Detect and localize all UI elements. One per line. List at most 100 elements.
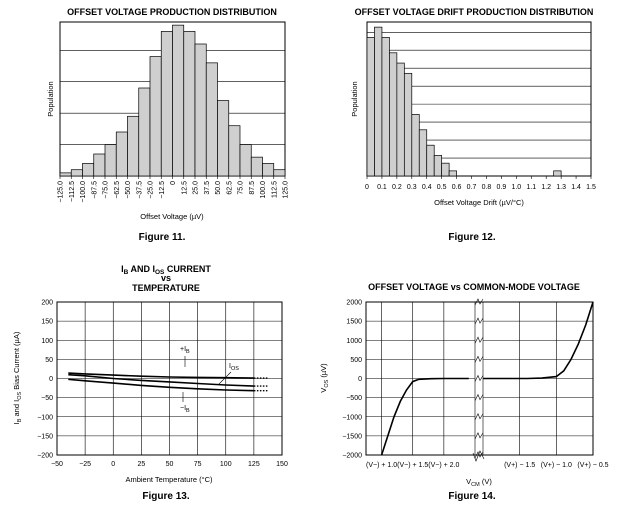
fig14-x-tick-label: (V−) + 1.0	[366, 462, 397, 469]
fig11-tick-label: 62.5	[226, 181, 233, 195]
fig14-xlabel: VCM (V)	[466, 477, 492, 488]
fig12-bar	[433, 155, 443, 177]
fig12-title: OFFSET VOLTAGE DRIFT PRODUCTION DISTRIBU…	[355, 7, 594, 17]
fig11-tick-label: 87.5	[249, 181, 256, 195]
fig11-tick-label: −87.5	[91, 181, 98, 199]
fig11-bar	[262, 163, 275, 177]
fig13-y-tick-label: 150	[41, 319, 53, 326]
fig13-gridlines	[56, 301, 283, 456]
fig11-bar	[138, 87, 151, 177]
fig11-bar	[228, 125, 241, 177]
fig12-tick-label: 1.4	[571, 184, 581, 191]
fig13-x-tick-label: −50	[51, 461, 63, 468]
fig11-tick-label: −112.5	[69, 181, 76, 202]
fig12-bar	[403, 72, 413, 177]
fig14-break-mark	[474, 298, 484, 306]
fig14-break-mark	[474, 317, 484, 325]
fig11-bar	[115, 131, 128, 177]
fig14-x-tick-label: (V−) + 2.0	[428, 462, 459, 469]
fig13-x-tick-label: 25	[137, 461, 145, 468]
fig11-caption: Figure 11.	[139, 232, 186, 243]
fig14-curve-left	[380, 377, 469, 456]
fig13-ylabel: IB and IOS Bias Current (µA)	[12, 331, 23, 424]
fig14-y-tick-label: 1000	[346, 338, 362, 345]
fig12-bar	[411, 114, 420, 177]
fig14-x-tick-label: (V+) − 1.5	[504, 462, 535, 469]
fig14-y-tick-label: −1000	[342, 414, 362, 421]
fig14-y-tick-label: −500	[346, 395, 362, 402]
fig11-tick-label: 25.0	[193, 181, 200, 195]
fig11-ylabel: Population	[46, 81, 55, 116]
fig13-x-tick-label: 50	[166, 461, 174, 468]
fig12-tick-label: 0.7	[467, 184, 477, 191]
fig13-y-tick-label: 100	[41, 338, 53, 345]
fig11-tick-label: −62.5	[114, 181, 121, 199]
fig11-tick-label: 12.5	[181, 181, 188, 195]
fig12-bar	[448, 170, 457, 177]
fig12-tick-label: 0.5	[437, 184, 447, 191]
fig12-bar	[441, 162, 450, 177]
fig13-annotation-ib-plus: +IB	[180, 346, 190, 355]
fig14-x-tick-label: (V+) − 1.0	[541, 462, 572, 469]
fig12-caption: Figure 12.	[448, 232, 495, 243]
fig11-tick-label: 0	[170, 181, 177, 185]
fig12-tick-label: 1.3	[556, 184, 566, 191]
fig11-tick-label: 75.0	[238, 181, 245, 195]
fig14-break-mark	[474, 355, 484, 363]
fig13-x-tick-label: 0	[111, 461, 115, 468]
fig11-tick-label: 37.5	[204, 181, 211, 195]
fig13-series-line	[68, 378, 254, 392]
fig12-tick-label: 1.1	[526, 184, 536, 191]
fig12-ylabel: Population	[350, 81, 359, 116]
fig14-curve-right	[483, 301, 594, 380]
fig13-annotation-ib-minus: −IB	[180, 405, 190, 414]
fig14-break-mark	[474, 336, 484, 344]
fig11-bar	[239, 144, 252, 177]
fig14-title: OFFSET VOLTAGE vs COMMON-MODE VOLTAGE	[368, 282, 580, 292]
fig11-tick-label: −25.0	[148, 181, 155, 199]
fig13-y-tick-label: 50	[45, 357, 53, 364]
fig12-tick-label: 0	[365, 184, 369, 191]
fig11-bar	[273, 169, 286, 177]
fig13-x-tick-label: 125	[248, 461, 260, 468]
fig14-y-tick-label: 0	[358, 376, 362, 383]
fig13-title-line1: IB AND IOS CURRENT	[121, 264, 211, 276]
fig14-y-tick-label: 2000	[346, 300, 362, 307]
fig13-series-line	[68, 373, 254, 387]
fig13-x-tick-label: −25	[79, 461, 91, 468]
fig14-y-tick-label: −1500	[342, 433, 362, 440]
fig12-bar	[396, 62, 405, 177]
fig11-bar	[183, 31, 196, 177]
fig11-bar	[82, 163, 95, 177]
figure-11: OFFSET VOLTAGE PRODUCTION DISTRIBUTION −…	[46, 7, 290, 243]
fig11-tick-label: 50.0	[215, 181, 222, 195]
fig11-tick-label: −50.0	[125, 181, 132, 199]
fig12-tick-label: 1.5	[586, 184, 596, 191]
fig14-ylabel: VOS (µV)	[319, 363, 330, 393]
fig12-tick-label: 0.2	[392, 184, 402, 191]
fig12-bar	[389, 52, 398, 177]
fig12-bar	[553, 170, 562, 177]
fig14-break-mark	[474, 374, 484, 382]
fig12-tick-label: 0.8	[482, 184, 492, 191]
figure-13: IB AND IOS CURRENT vs TEMPERATURE −50 −25…	[12, 264, 288, 502]
fig14-series	[380, 301, 594, 456]
fig11-bar	[104, 144, 117, 177]
fig13-xlabel: Ambient Temperature (°C)	[125, 475, 213, 484]
fig14-break-mark	[474, 413, 484, 420]
fig13-series	[68, 372, 268, 392]
fig12-bar	[381, 37, 390, 177]
fig13-x-tick-label: 100	[220, 461, 232, 468]
fig11-bar	[127, 115, 140, 177]
fig11-bar	[205, 62, 218, 177]
fig14-break-mark	[474, 393, 484, 401]
figure-14: OFFSET VOLTAGE vs COMMON-MODE VOLTAGE −2…	[319, 282, 609, 502]
figure-12: OFFSET VOLTAGE DRIFT PRODUCTION DISTRIBU…	[350, 7, 596, 243]
fig11-bars	[59, 24, 286, 177]
fig13-series-line	[68, 372, 254, 379]
fig14-break-axis-mark	[472, 450, 485, 462]
fig13-annotation-ios: IOS	[229, 363, 239, 372]
fig11-tick-label: −12.5	[159, 181, 166, 199]
fig12-x-ticks: 0 0.1 0.2 0.3 0.4 0.5 0.6 0.7 0.8 0.9 1.0 1.1 1.2 1.3…	[365, 176, 596, 191]
